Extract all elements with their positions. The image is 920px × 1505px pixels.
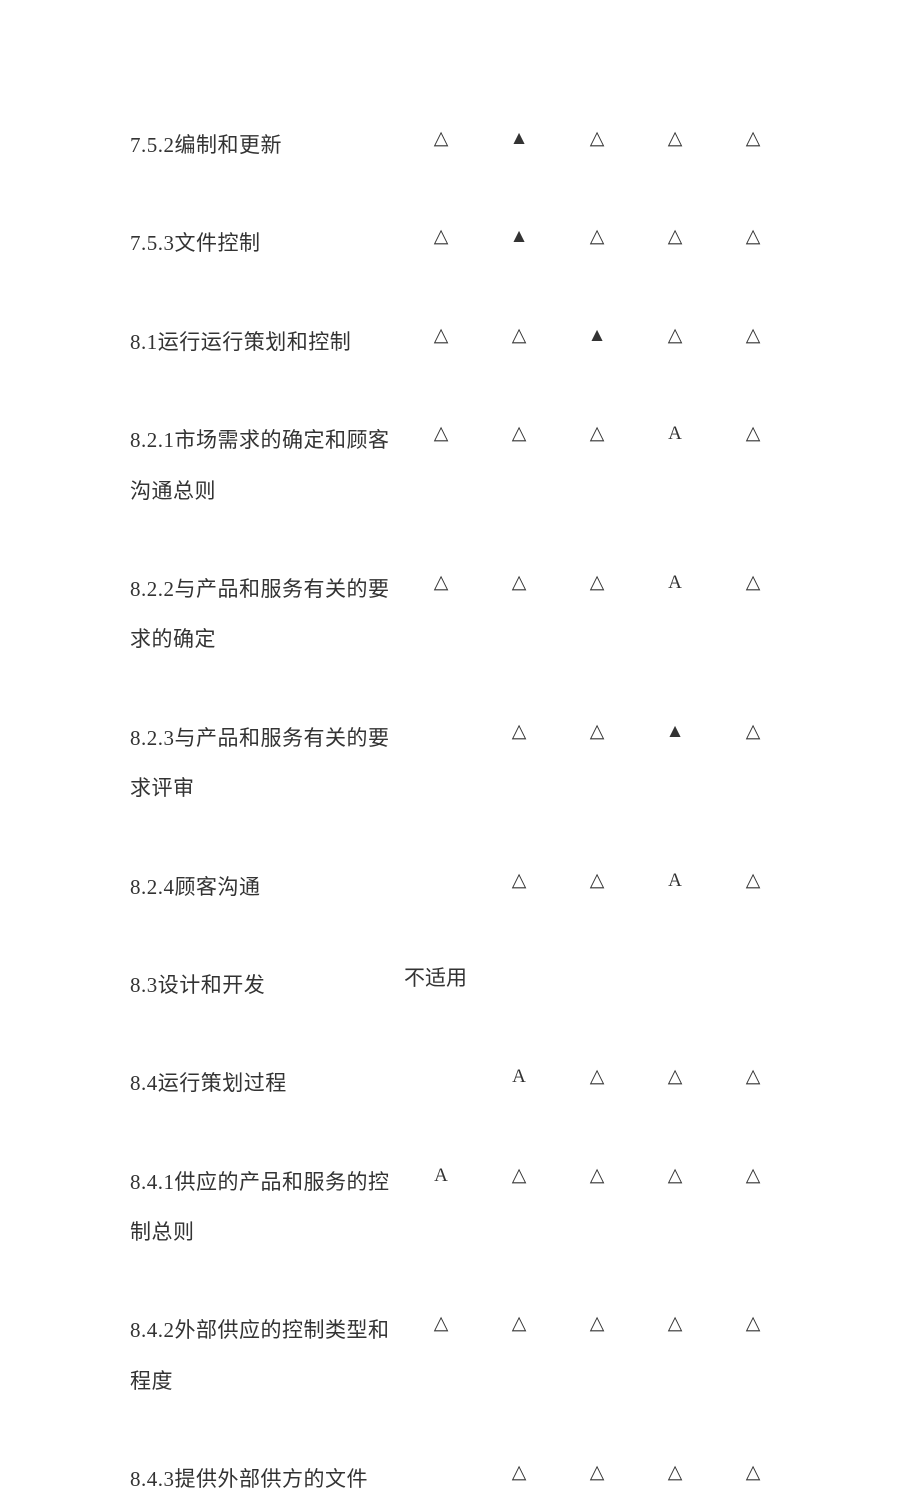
table-row: 8.4.1供应的产品和服务的控制总则 A △ △ △ △ <box>130 1157 790 1258</box>
cell: △ <box>558 1305 636 1339</box>
cell: △ <box>636 1454 714 1488</box>
cell: △ <box>480 564 558 598</box>
table-row: 8.2.4顾客沟通 △ △ A △ <box>130 862 790 912</box>
cell: △ <box>480 862 558 896</box>
row-label: 8.2.2与产品和服务有关的要求的确定 <box>130 564 402 665</box>
cell: △ <box>558 120 636 154</box>
row-label: 8.4.1供应的产品和服务的控制总则 <box>130 1157 402 1258</box>
table-row: 8.1运行运行策划和控制 △ △ ▲ △ △ <box>130 317 790 367</box>
row-label: 8.4.2外部供应的控制类型和程度 <box>130 1305 402 1406</box>
cell: △ <box>636 1058 714 1092</box>
cell: △ <box>558 1157 636 1191</box>
cell <box>402 713 480 717</box>
cell: △ <box>714 1305 792 1339</box>
row-label: 7.5.2编制和更新 <box>130 120 402 170</box>
responsibility-table: 7.5.2编制和更新 △ ▲ △ △ △ 7.5.3文件控制 △ ▲ △ △ △… <box>130 120 790 1505</box>
cell: △ <box>402 317 480 351</box>
cell <box>402 1454 480 1458</box>
cell: A <box>636 415 714 449</box>
cell <box>402 1058 480 1062</box>
cell: △ <box>714 713 792 747</box>
cell: △ <box>558 1454 636 1488</box>
cell: △ <box>714 120 792 154</box>
table-row: 8.3设计和开发 不适用 <box>130 960 790 1010</box>
cell: △ <box>558 713 636 747</box>
cell: △ <box>480 317 558 351</box>
table-row: 8.4运行策划过程 A △ △ △ <box>130 1058 790 1108</box>
cell: △ <box>714 862 792 896</box>
row-label: 8.4运行策划过程 <box>130 1058 402 1108</box>
cell: A <box>636 564 714 598</box>
table-row: 8.2.1市场需求的确定和顾客沟通总则 △ △ △ A △ <box>130 415 790 516</box>
table-row: 8.4.2外部供应的控制类型和程度 △ △ △ △ △ <box>130 1305 790 1406</box>
cell: ▲ <box>480 120 558 154</box>
cell: △ <box>714 564 792 598</box>
cell: △ <box>714 1157 792 1191</box>
cell: A <box>480 1058 558 1092</box>
na-cell: 不适用 <box>402 960 480 996</box>
cell: △ <box>480 1454 558 1488</box>
row-label: 8.3设计和开发 <box>130 960 402 1010</box>
cell: △ <box>714 1058 792 1092</box>
cell: △ <box>402 1305 480 1339</box>
cell: △ <box>558 218 636 252</box>
row-label: 8.2.1市场需求的确定和顾客沟通总则 <box>130 415 402 516</box>
cell: A <box>402 1157 480 1191</box>
cell: △ <box>714 1454 792 1488</box>
cell: △ <box>480 415 558 449</box>
cell: △ <box>636 1305 714 1339</box>
table-row: 8.2.2与产品和服务有关的要求的确定 △ △ △ A △ <box>130 564 790 665</box>
cell: △ <box>714 218 792 252</box>
table-row: 8.2.3与产品和服务有关的要求评审 △ △ ▲ △ <box>130 713 790 814</box>
cell: △ <box>636 218 714 252</box>
cell: △ <box>402 564 480 598</box>
cell: △ <box>402 415 480 449</box>
row-label: 8.4.3提供外部供方的文件 <box>130 1454 402 1504</box>
cell: △ <box>714 317 792 351</box>
table-row: 7.5.2编制和更新 △ ▲ △ △ △ <box>130 120 790 170</box>
cell: ▲ <box>558 317 636 351</box>
row-label: 7.5.3文件控制 <box>130 218 402 268</box>
cell: △ <box>558 564 636 598</box>
cell: △ <box>636 120 714 154</box>
table-row: 8.4.3提供外部供方的文件 △ △ △ △ <box>130 1454 790 1504</box>
cell <box>402 862 480 866</box>
cell: △ <box>402 218 480 252</box>
row-label: 8.2.4顾客沟通 <box>130 862 402 912</box>
table-row: 7.5.3文件控制 △ ▲ △ △ △ <box>130 218 790 268</box>
cell: △ <box>636 1157 714 1191</box>
cell: △ <box>558 862 636 896</box>
cell: △ <box>480 1305 558 1339</box>
cell: △ <box>480 713 558 747</box>
cell: △ <box>714 415 792 449</box>
cell: △ <box>480 1157 558 1191</box>
cell: △ <box>558 1058 636 1092</box>
cell: A <box>636 862 714 896</box>
row-label: 8.2.3与产品和服务有关的要求评审 <box>130 713 402 814</box>
cell: ▲ <box>480 218 558 252</box>
row-label: 8.1运行运行策划和控制 <box>130 317 402 367</box>
cell: ▲ <box>636 713 714 747</box>
cell: △ <box>402 120 480 154</box>
cell: △ <box>558 415 636 449</box>
cell: △ <box>636 317 714 351</box>
